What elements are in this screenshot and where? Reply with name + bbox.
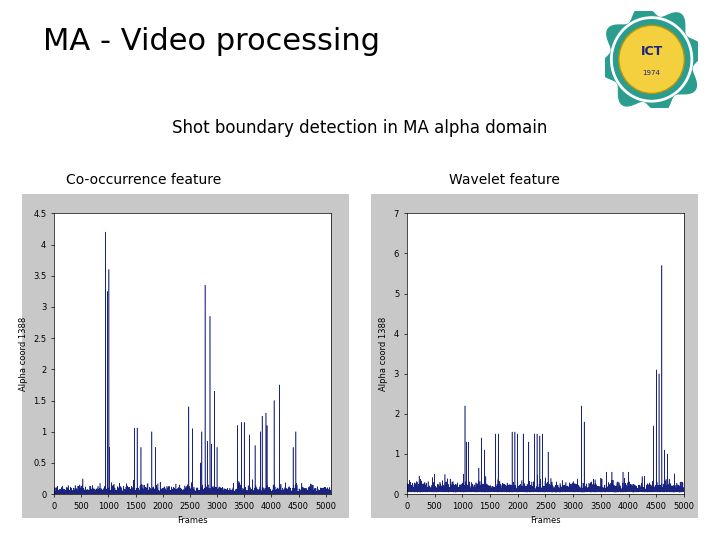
Text: Shot boundary detection in MA alpha domain: Shot boundary detection in MA alpha doma… bbox=[172, 119, 548, 137]
Circle shape bbox=[618, 25, 684, 93]
X-axis label: Frames: Frames bbox=[177, 516, 208, 525]
Text: Co-occurrence feature: Co-occurrence feature bbox=[66, 173, 222, 187]
Text: 1974: 1974 bbox=[643, 70, 660, 76]
Y-axis label: Alpha coord 1388: Alpha coord 1388 bbox=[19, 316, 27, 391]
Text: MA - Video processing: MA - Video processing bbox=[43, 27, 380, 56]
Text: ICT: ICT bbox=[641, 45, 662, 58]
Text: Wavelet feature: Wavelet feature bbox=[449, 173, 559, 187]
Polygon shape bbox=[600, 6, 703, 113]
X-axis label: Frames: Frames bbox=[530, 516, 561, 525]
Y-axis label: Alpha coord 1388: Alpha coord 1388 bbox=[379, 316, 388, 391]
